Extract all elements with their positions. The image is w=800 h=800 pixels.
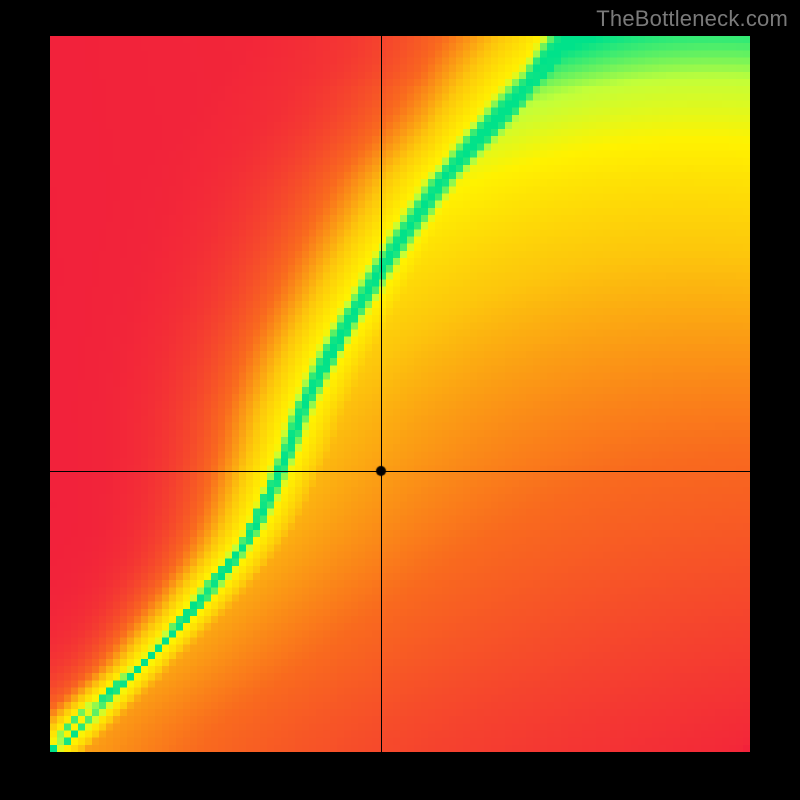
crosshair-marker bbox=[374, 464, 388, 478]
chart-container: TheBottleneck.com bbox=[0, 0, 800, 800]
watermark-text: TheBottleneck.com bbox=[596, 6, 788, 32]
crosshair-vertical-line bbox=[381, 36, 382, 752]
bottleneck-heatmap bbox=[50, 36, 750, 752]
crosshair-horizontal-line bbox=[50, 471, 750, 472]
